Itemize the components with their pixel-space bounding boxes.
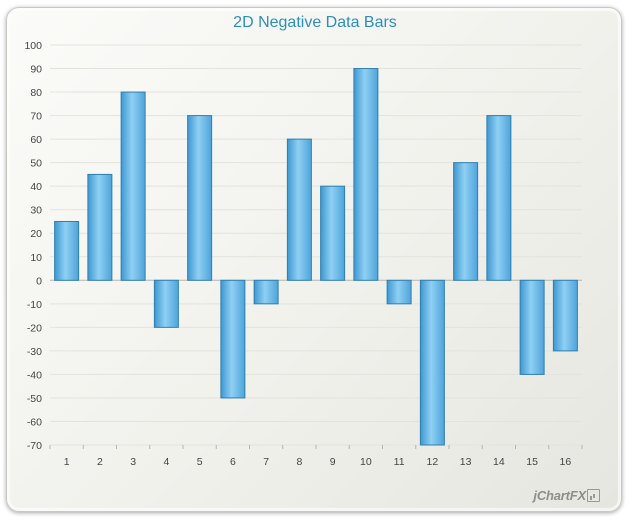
x-tick-label: 1 bbox=[64, 456, 70, 468]
bar-4[interactable] bbox=[153, 279, 179, 328]
x-tick-label: 15 bbox=[526, 456, 538, 468]
x-tick-label: 16 bbox=[560, 456, 572, 468]
bar-13[interactable] bbox=[453, 162, 479, 281]
y-tick-label: -40 bbox=[27, 369, 42, 381]
x-tick-label: 10 bbox=[360, 456, 372, 468]
y-tick-label: 90 bbox=[30, 64, 42, 76]
x-axis-ticks: 1 2 3 4 5 6 7 8 9 10 11 12 13 14 15 16 bbox=[49, 445, 583, 468]
bar-12[interactable] bbox=[419, 279, 445, 446]
y-tick-label: 20 bbox=[30, 228, 42, 240]
x-tick-label: 5 bbox=[197, 456, 203, 468]
x-tick-label: 12 bbox=[427, 456, 439, 468]
y-tick-label: 60 bbox=[30, 134, 42, 146]
bar-3[interactable] bbox=[120, 91, 146, 281]
x-tick-label: 6 bbox=[230, 456, 236, 468]
chart-logo-icon bbox=[587, 489, 600, 502]
x-tick-label: 8 bbox=[296, 456, 302, 468]
y-tick-label: 40 bbox=[30, 181, 42, 193]
bar-1[interactable] bbox=[54, 220, 80, 281]
y-tick-label: -60 bbox=[27, 416, 42, 428]
x-tick-label: 14 bbox=[493, 456, 505, 468]
x-tick-label: 11 bbox=[394, 456, 405, 468]
y-tick-label: -50 bbox=[27, 393, 42, 405]
bar-16[interactable] bbox=[552, 279, 578, 352]
x-tick-label: 3 bbox=[130, 456, 136, 468]
bar-series bbox=[54, 68, 578, 446]
bar-14[interactable] bbox=[486, 115, 512, 281]
bar-10[interactable] bbox=[353, 68, 379, 281]
bar-5[interactable] bbox=[187, 115, 213, 281]
x-tick-label: 2 bbox=[97, 456, 103, 468]
y-tick-label: 50 bbox=[30, 158, 42, 170]
jchartfx-logo: jChartFX bbox=[533, 488, 586, 503]
y-tick-label: -30 bbox=[27, 346, 42, 358]
y-axis-ticks: 1009080706050403020100-10-20-30-40-50-60… bbox=[24, 40, 42, 452]
bar-8[interactable] bbox=[286, 138, 312, 281]
bar-11[interactable] bbox=[386, 279, 412, 305]
bar-9[interactable] bbox=[320, 185, 346, 281]
y-tick-label: 100 bbox=[24, 40, 42, 52]
bar-2[interactable] bbox=[87, 173, 113, 281]
y-tick-label: -70 bbox=[27, 440, 42, 452]
chart-title: 2D Negative Data Bars bbox=[233, 14, 397, 31]
y-tick-label: 70 bbox=[30, 111, 42, 123]
x-tick-label: 13 bbox=[460, 456, 472, 468]
y-tick-label: 10 bbox=[30, 252, 42, 264]
x-tick-label: 7 bbox=[263, 456, 269, 468]
x-tick-label: 9 bbox=[330, 456, 336, 468]
y-tick-label: -10 bbox=[27, 299, 42, 311]
bar-7[interactable] bbox=[253, 279, 279, 305]
y-tick-label: 0 bbox=[36, 275, 42, 287]
y-tick-label: -20 bbox=[27, 322, 42, 334]
bar-15[interactable] bbox=[519, 279, 545, 375]
x-tick-label: 4 bbox=[163, 456, 169, 468]
bar-6[interactable] bbox=[220, 279, 246, 399]
y-tick-label: 30 bbox=[30, 205, 42, 217]
y-tick-label: 80 bbox=[30, 87, 42, 99]
